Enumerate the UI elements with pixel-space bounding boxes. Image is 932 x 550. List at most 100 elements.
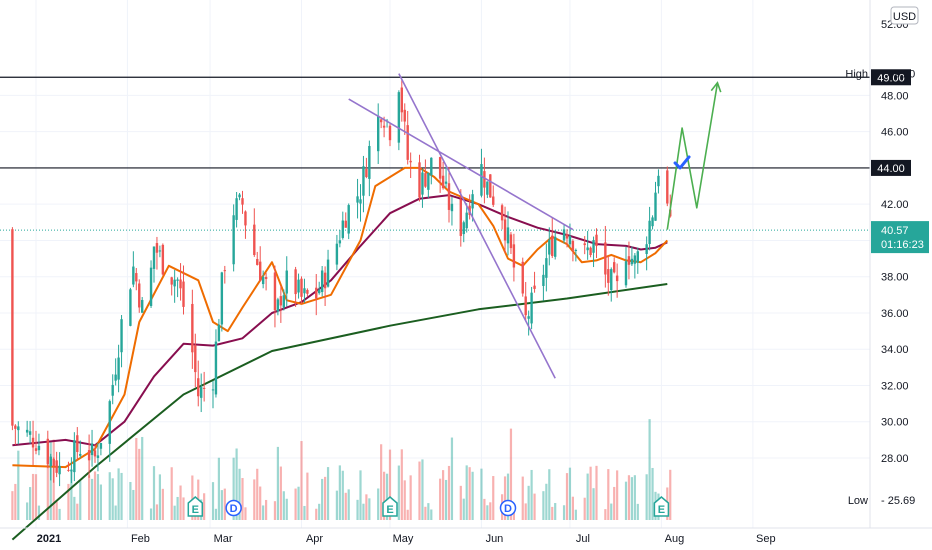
candle-body [318,289,321,294]
volume-bar [321,478,324,520]
volume-bar [256,468,259,520]
y-tick-label: 48.00 [881,90,909,102]
candle-body [244,211,247,226]
currency-label: USD [893,11,916,23]
volume-bar [179,485,182,520]
volume-bar [265,499,268,520]
volume-bar [241,478,244,520]
volume-bar [347,489,350,520]
candle-body [492,196,495,205]
volume-bar [262,505,265,520]
candle-body [568,236,572,245]
volume-bar [554,503,557,520]
volume-bar [383,471,386,520]
candle-body [259,261,262,281]
volume-bar [636,503,639,520]
volume-bar [368,498,371,520]
volume-bar [11,491,14,520]
drawings[interactable] [348,73,722,379]
time-axis[interactable]: 2021 Feb Mar Apr May Jun Jul Aug Sep [37,533,776,545]
candle-body [79,453,82,456]
volume-bar [627,475,631,520]
volume-bar [244,507,247,520]
candle-body [197,378,200,397]
candle-body [565,234,569,239]
volume-bar [324,476,327,520]
candle-body [179,279,182,289]
volume-bar [191,475,194,520]
candle-body [654,192,657,221]
candle-body [615,275,619,282]
candle-body [232,215,235,265]
candle-body [341,220,344,238]
candle-body [500,205,504,221]
volume-bar [442,470,445,520]
volume-bar [439,478,442,520]
candle-body [447,183,451,210]
dividend-marker[interactable] [499,499,517,517]
candle-body [200,387,203,398]
volume-bar [551,506,554,520]
candle-body [630,258,634,265]
volume-bar [93,471,97,520]
candle-body [320,270,324,293]
horizontal-levels[interactable] [0,76,870,231]
candle-body [93,450,97,457]
volume-bar [592,488,595,520]
candle-body [52,458,55,466]
y-tick-label: 32.00 [881,380,909,392]
volume-bar [282,491,285,520]
volume-bar [182,497,185,520]
volume-bar [253,479,256,520]
earnings-marker[interactable] [187,496,204,517]
candle-body [542,274,545,286]
volume-bar [341,470,344,520]
candle-body [34,448,38,451]
volume-bar [530,469,533,520]
volume-bar [633,475,636,520]
candle-body [11,229,14,426]
volume-bar [545,483,548,520]
currency-badge[interactable]: USD [890,6,919,25]
earnings-marker[interactable] [653,496,670,517]
volume-bar [565,473,569,520]
candle-body [427,172,430,190]
price-level-value: 44.00 [877,163,905,175]
candle-body [444,181,448,184]
volume-bar [542,491,545,520]
candle-body [223,270,226,272]
event-markers[interactable]: E E ED D [187,496,670,517]
candle-body [450,203,454,212]
candle-body [503,219,507,241]
channel-lower-line[interactable] [398,73,556,379]
volume-bar [648,419,651,520]
price-axis[interactable]: 28.0030.0032.0034.0036.0038.0040.0042.00… [845,19,929,507]
candle-body [294,269,297,295]
volume-bar [616,470,619,520]
candle-body [279,296,283,306]
volume-bar [326,467,330,520]
dividend-marker[interactable] [225,499,242,517]
candle-body [315,287,318,299]
volume-bar [132,489,135,520]
candle-body [471,194,474,209]
y-tick-label: 36.00 [881,308,909,320]
projection-path[interactable] [666,82,719,230]
channel-upper-line[interactable] [348,98,574,231]
volume-bar [583,497,586,520]
candle-body [297,279,300,293]
candle-body [132,266,135,285]
price-level-badge [871,159,911,176]
volume-bar [276,446,279,520]
candle-body [25,429,29,433]
candle-body [388,125,392,141]
earnings-marker[interactable] [382,496,398,517]
candle-body [359,199,362,204]
candle-body [191,303,194,353]
candle-body [129,289,132,326]
volume-bar [344,492,347,520]
earnings-marker-label: E [192,504,199,516]
volume-bar [211,482,215,520]
volume-bar [459,485,462,520]
